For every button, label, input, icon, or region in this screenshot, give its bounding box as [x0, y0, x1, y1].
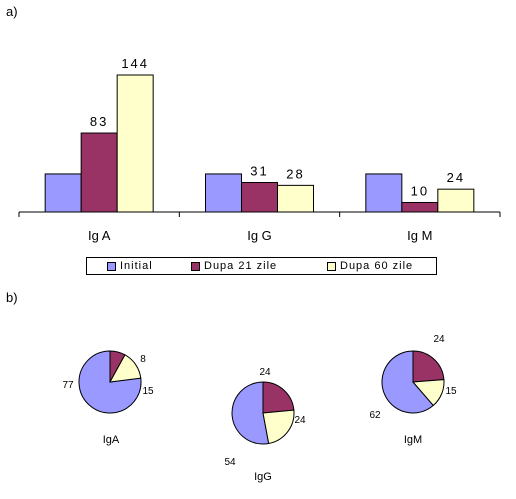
pie-slice-igg-initial [231, 381, 270, 445]
pie-value-label-igg-dupa-60-zile: 24 [294, 415, 306, 426]
bar-dupa-60-zile-ig-g [277, 184, 314, 213]
legend-item-dupa60: Dupa 60 zile [327, 260, 413, 272]
bar-initial-ig-g [205, 173, 242, 213]
panel-label-a: a) [6, 4, 18, 19]
data-label-dupa-60-zile-ig-m: 24 [447, 170, 465, 185]
bar-initial-ig-m [365, 173, 403, 213]
pie-slice-igg-dupa-60-zile [262, 409, 295, 445]
legend-label-initial: Initial [120, 260, 153, 272]
pie-value-label-igg-dupa-21-zile: 24 [259, 367, 271, 378]
legend-label-dupa60: Dupa 60 zile [340, 260, 414, 272]
legend-item-dupa21: Dupa 21 zile [191, 260, 277, 272]
pie-slice-igm-initial [381, 350, 435, 414]
bar-dupa-60-zile-ig-a [116, 74, 154, 213]
pie-value-label-igm-initial: 62 [369, 410, 381, 421]
legend-item-initial: Initial [107, 260, 153, 272]
pie-title-igg: IgG [254, 471, 272, 483]
pie-value-label-igm-dupa-60-zile: 15 [445, 386, 457, 397]
bar-dupa-60-zile-ig-m [437, 188, 475, 213]
pie-value-label-igm-dupa-21-zile: 24 [433, 334, 445, 345]
pie-value-label-igg-initial: 54 [224, 457, 236, 468]
chart-legend: Initial Dupa 21 zile Dupa 60 zile [86, 257, 437, 275]
pie-charts: 77 8 15 IgA 54 24 24 IgG 62 24 15 IgM [62, 334, 457, 483]
pie-value-label-iga-dupa-21-zile: 8 [140, 354, 146, 365]
x-tick-label-ig-m: Ig M [407, 228, 432, 243]
x-tick-label-ig-g: Ig G [247, 228, 272, 243]
legend-label-dupa21: Dupa 21 zile [204, 260, 278, 272]
bar-chart: 83 144 Ig A 31 28 Ig G 10 24 Ig M [18, 56, 501, 243]
legend-swatch-initial [107, 261, 116, 271]
pie-slice-igm-dupa-60-zile [411, 379, 445, 407]
data-label-dupa-60-zile-ig-a: 144 [121, 56, 149, 71]
bar-initial-ig-a [44, 173, 82, 213]
data-label-dupa-60-zile-ig-g: 28 [286, 166, 304, 181]
pie-value-label-iga-dupa-60-zile: 15 [142, 386, 154, 397]
data-label-dupa-21-zile-ig-a: 83 [90, 114, 108, 129]
data-label-dupa-21-zile-ig-m: 10 [411, 183, 429, 198]
pie-title-iga: IgA [103, 434, 120, 446]
pie-slice-iga-initial [78, 350, 142, 414]
pie-slice-igg-dupa-21-zile [262, 381, 295, 414]
pie-slice-igm-dupa-21-zile [412, 350, 445, 383]
x-tick-label-ig-a: Ig A [88, 228, 111, 243]
pie-title-igm: IgM [404, 434, 422, 446]
data-label-dupa-21-zile-ig-g: 31 [250, 164, 268, 179]
legend-swatch-dupa60 [327, 261, 336, 271]
pie-slice-iga-dupa-60-zile [109, 354, 142, 383]
bar-dupa-21-zile-ig-m [401, 201, 439, 213]
pie-value-label-iga-initial: 77 [62, 380, 74, 391]
bar-dupa-21-zile-ig-a [80, 132, 118, 213]
legend-swatch-dupa21 [191, 261, 200, 271]
bar-dupa-21-zile-ig-g [241, 182, 278, 213]
panel-label-b: b) [6, 290, 18, 305]
